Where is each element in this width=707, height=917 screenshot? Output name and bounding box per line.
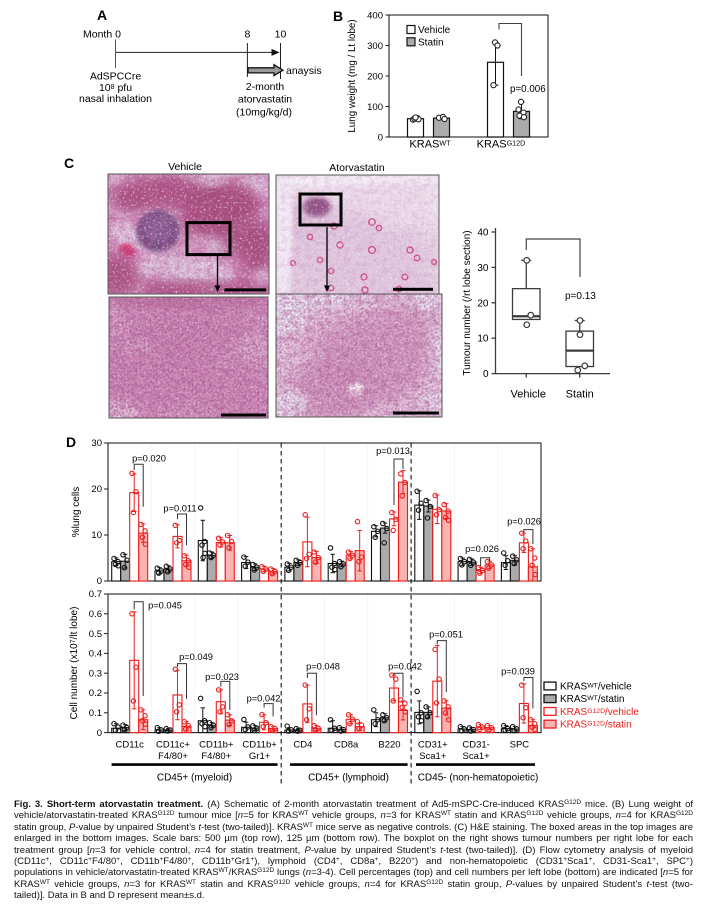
svg-text:D: D: [66, 434, 76, 450]
svg-text:F4/80+: F4/80+: [158, 751, 188, 762]
svg-text:A: A: [97, 7, 107, 23]
svg-text:CD11c+: CD11c+: [156, 740, 190, 751]
svg-text:0: 0: [97, 576, 102, 587]
svg-text:200: 200: [367, 71, 383, 82]
svg-text:p=0.042: p=0.042: [388, 662, 422, 672]
svg-text:anaysis: anaysis: [286, 65, 322, 77]
svg-text:p=0.026: p=0.026: [465, 544, 499, 554]
svg-text:0.5: 0.5: [89, 629, 102, 640]
svg-text:CD11b+: CD11b+: [199, 740, 234, 751]
svg-text:CD11b+: CD11b+: [242, 740, 277, 751]
svg-text:CD31+: CD31+: [418, 740, 448, 751]
svg-text:100: 100: [367, 102, 383, 113]
svg-text:Atorvastatin: Atorvastatin: [329, 162, 385, 174]
svg-text:C: C: [64, 155, 74, 171]
svg-text:p=0.039: p=0.039: [501, 667, 535, 677]
svg-text:0: 0: [483, 369, 489, 380]
svg-text:Sca1+: Sca1+: [462, 751, 490, 762]
svg-text:CD31-: CD31-: [462, 740, 489, 751]
svg-text:Gr1+: Gr1+: [249, 751, 271, 762]
svg-text:10: 10: [91, 530, 102, 541]
svg-text:108 pfu: 108 pfu: [99, 82, 132, 94]
svg-text:B220: B220: [378, 740, 400, 751]
svg-text:p=0.006: p=0.006: [510, 84, 546, 95]
svg-text:Statin: Statin: [418, 38, 444, 49]
svg-text:Tumour number (/rt lobe sectio: Tumour number (/rt lobe section): [462, 230, 473, 375]
svg-text:(10mg/kg/d): (10mg/kg/d): [236, 107, 292, 119]
svg-text:atorvastatin: atorvastatin: [238, 94, 292, 106]
svg-text:Statin: Statin: [566, 389, 594, 401]
svg-text:0: 0: [97, 728, 102, 739]
svg-text:KRASWT/vehicle: KRASWT/vehicle: [560, 682, 632, 693]
svg-text:Lung weight (mg / Lt lobe): Lung weight (mg / Lt lobe): [347, 19, 358, 132]
svg-text:10: 10: [275, 29, 287, 41]
svg-text:p=0.020: p=0.020: [132, 454, 166, 464]
svg-text:30: 30: [477, 263, 489, 274]
svg-text:0: 0: [378, 132, 383, 143]
svg-text:p=0.042: p=0.042: [247, 694, 281, 704]
svg-text:B: B: [333, 8, 343, 24]
svg-text:p=0.013: p=0.013: [376, 446, 410, 456]
svg-text:Vehicle: Vehicle: [418, 25, 451, 36]
svg-text:10: 10: [477, 334, 489, 345]
svg-text:0.4: 0.4: [89, 649, 102, 660]
svg-text:p=0.023: p=0.023: [205, 672, 239, 682]
svg-text:CD45- (non-hematopoietic): CD45- (non-hematopoietic): [418, 773, 539, 784]
svg-text:KRASWT/statin: KRASWT/statin: [560, 694, 625, 705]
svg-text:p=0.049: p=0.049: [179, 652, 213, 662]
svg-text:KRASG12D/vehicle: KRASG12D/vehicle: [560, 707, 639, 718]
svg-text:SPC: SPC: [510, 740, 530, 751]
svg-text:CD4: CD4: [293, 740, 312, 751]
svg-text:40: 40: [477, 228, 489, 239]
svg-text:Cell number (x107/lt lobe): Cell number (x107/lt lobe): [69, 607, 80, 720]
svg-text:nasal inhalation: nasal inhalation: [79, 93, 152, 105]
svg-text:KRASG12D/statin: KRASG12D/statin: [560, 720, 632, 731]
svg-text:30: 30: [91, 438, 102, 449]
svg-text:KRASWT: KRASWT: [409, 138, 451, 150]
svg-text:Vehicle: Vehicle: [168, 161, 202, 173]
svg-text:KRASG12D: KRASG12D: [477, 138, 526, 150]
svg-text:p=0.048: p=0.048: [306, 662, 340, 672]
svg-text:300: 300: [367, 41, 383, 52]
svg-text:2-month: 2-month: [246, 81, 285, 93]
svg-text:p=0.026: p=0.026: [507, 517, 541, 527]
svg-text:CD11c: CD11c: [116, 740, 145, 751]
svg-text:Sca1+: Sca1+: [419, 751, 447, 762]
svg-text:400: 400: [367, 10, 383, 21]
svg-text:CD45+ (lymphoid): CD45+ (lymphoid): [308, 773, 389, 784]
svg-text:0.7: 0.7: [89, 589, 102, 600]
svg-text:p=0.051: p=0.051: [429, 630, 463, 640]
svg-text:p=0.011: p=0.011: [163, 504, 196, 514]
svg-text:p=0.13: p=0.13: [565, 291, 596, 302]
svg-text:Vehicle: Vehicle: [511, 389, 546, 401]
svg-text:20: 20: [477, 298, 489, 309]
svg-text:8: 8: [244, 29, 250, 41]
svg-text:0.3: 0.3: [89, 668, 102, 679]
svg-text:0.1: 0.1: [89, 708, 102, 719]
svg-text:0.2: 0.2: [89, 688, 102, 699]
svg-text:CD8a: CD8a: [334, 740, 359, 751]
svg-text:AdSPCCre: AdSPCCre: [90, 71, 142, 83]
svg-text:%lung cells: %lung cells: [71, 487, 82, 538]
svg-text:p=0.045: p=0.045: [148, 601, 182, 611]
svg-text:Month 0: Month 0: [83, 29, 121, 41]
svg-text:CD45+ (myeloid): CD45+ (myeloid): [157, 773, 232, 784]
svg-text:F4/80+: F4/80+: [201, 751, 231, 762]
svg-text:20: 20: [91, 484, 102, 495]
svg-text:0.6: 0.6: [89, 609, 102, 620]
